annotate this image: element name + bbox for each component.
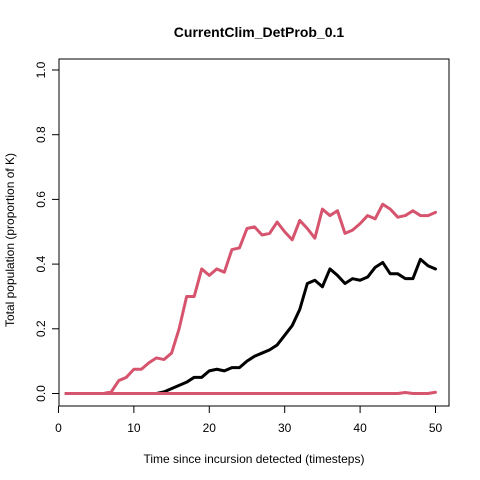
- x-tick-label: 10: [127, 421, 141, 435]
- x-axis-label: Time since incursion detected (timesteps…: [144, 452, 365, 466]
- y-axis-label: Total population (proportion of K): [3, 153, 17, 327]
- y-tick-label: 0.2: [34, 320, 48, 337]
- series-line-1: [64, 202, 437, 395]
- y-axis: 0.0 0.2 0.4 0.6 0.8 1.0: [34, 61, 60, 402]
- plot-frame: [58, 58, 450, 407]
- y-tick-label: 0.0: [34, 385, 48, 402]
- series-line-3: [64, 390, 437, 395]
- x-tick-label: 30: [278, 421, 292, 435]
- x-tick-label: 50: [429, 421, 443, 435]
- x-tick-label: 20: [203, 421, 217, 435]
- chart-title: CurrentClim_DetProb_0.1: [174, 24, 345, 40]
- y-tick-label: 1.0: [34, 61, 48, 78]
- x-tick-label: 40: [353, 421, 367, 435]
- y-tick-label: 0.4: [34, 255, 48, 272]
- y-tick-label: 0.6: [34, 191, 48, 208]
- series-layer: [64, 202, 437, 395]
- x-tick-label: 0: [55, 421, 62, 435]
- y-tick-label: 0.8: [34, 126, 48, 143]
